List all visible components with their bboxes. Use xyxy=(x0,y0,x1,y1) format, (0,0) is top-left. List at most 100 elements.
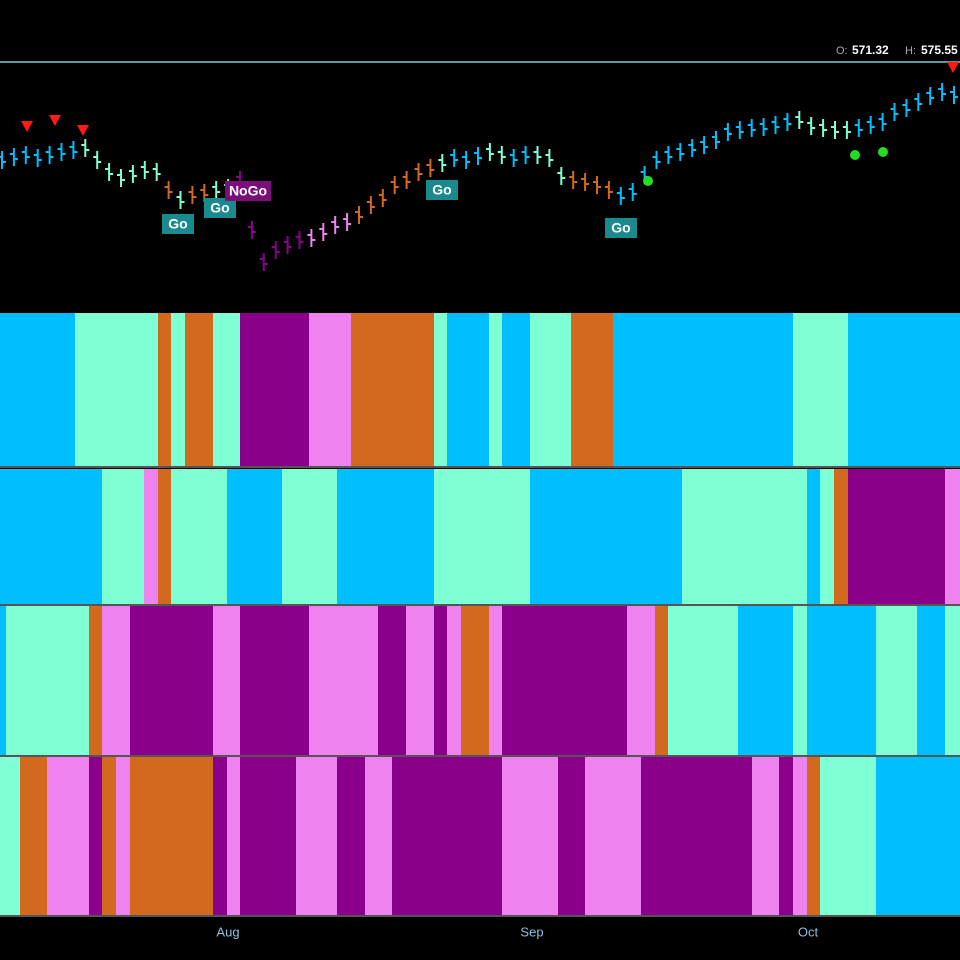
signal-box xyxy=(204,198,236,218)
x-label: Sep xyxy=(520,924,543,939)
band-segment xyxy=(447,313,489,466)
band-segment xyxy=(89,757,102,915)
high-value: 575.55 xyxy=(921,43,958,57)
band-segment xyxy=(337,757,365,915)
band-segment xyxy=(820,757,876,915)
band-segment xyxy=(351,313,434,466)
band-segment xyxy=(296,757,337,915)
band-segment xyxy=(158,313,171,466)
band-segment xyxy=(779,757,793,915)
band-segment xyxy=(502,606,627,755)
band-segment xyxy=(227,469,282,604)
band-segment xyxy=(116,757,130,915)
band-segment xyxy=(75,313,158,466)
band-segment xyxy=(309,606,378,755)
band-segment xyxy=(213,606,240,755)
band-segment xyxy=(213,757,227,915)
band-segment xyxy=(227,757,240,915)
band-segment xyxy=(213,313,240,466)
band-segment xyxy=(47,757,89,915)
band-segment xyxy=(585,757,641,915)
band-segment xyxy=(807,469,820,604)
band-segment xyxy=(502,313,530,466)
signal-box xyxy=(605,218,637,238)
band-segment xyxy=(337,469,434,604)
band-segment xyxy=(0,757,20,915)
band-segment xyxy=(309,313,351,466)
band-segment xyxy=(434,606,447,755)
band-segment xyxy=(682,469,807,604)
band-segment xyxy=(0,313,75,466)
band-segment xyxy=(89,606,102,755)
signal-label: Go xyxy=(432,182,451,198)
band-segment xyxy=(102,469,144,604)
band-segment xyxy=(171,469,227,604)
band-segment xyxy=(848,313,960,466)
bands xyxy=(0,313,960,917)
band-segment xyxy=(668,606,738,755)
nogo-triangle xyxy=(947,62,959,73)
band-segment xyxy=(240,313,309,466)
nogo-triangle xyxy=(77,125,89,136)
band-segment xyxy=(282,469,337,604)
band-segment xyxy=(102,606,130,755)
band-segment xyxy=(0,606,6,755)
x-label: Aug xyxy=(216,924,239,939)
band-segment xyxy=(613,313,793,466)
band-segment xyxy=(793,313,848,466)
band-segment xyxy=(530,313,571,466)
go-dot xyxy=(850,150,860,160)
band-segment xyxy=(738,606,793,755)
band-segment xyxy=(876,757,960,915)
band-segment xyxy=(876,606,917,755)
band-segment xyxy=(240,757,296,915)
band-segment xyxy=(240,606,309,755)
band-segment xyxy=(0,469,102,604)
band-segment xyxy=(365,757,392,915)
band-segment xyxy=(158,469,171,604)
band-segment xyxy=(406,606,434,755)
band-segment xyxy=(185,313,213,466)
band-segment xyxy=(171,313,185,466)
band-segment xyxy=(144,469,158,604)
band-segment xyxy=(6,606,89,755)
band-segment xyxy=(945,606,960,755)
band-segment xyxy=(530,469,682,604)
band-segment xyxy=(793,606,807,755)
open-label: O: xyxy=(836,45,848,57)
band-segment xyxy=(392,757,502,915)
band-segment xyxy=(807,606,876,755)
band-segment xyxy=(820,469,834,604)
band-segment xyxy=(502,757,558,915)
band-segment xyxy=(461,606,489,755)
band-segment xyxy=(378,606,406,755)
band-segment xyxy=(102,757,116,915)
band-segment xyxy=(848,469,945,604)
band-segment xyxy=(558,757,585,915)
band-segment xyxy=(752,757,779,915)
nogo-triangle xyxy=(49,115,61,126)
band-segment xyxy=(130,606,213,755)
band-segment xyxy=(945,469,960,604)
high-label: H: xyxy=(905,45,916,57)
price-bars xyxy=(0,83,958,271)
band-segment xyxy=(489,606,502,755)
signal-box xyxy=(225,181,271,201)
band-segment xyxy=(641,757,752,915)
band-segment xyxy=(917,606,945,755)
band-segment xyxy=(20,757,47,915)
band-segment xyxy=(655,606,668,755)
band-segment xyxy=(571,313,613,466)
signal-box xyxy=(162,214,194,234)
nogo-triangle xyxy=(21,121,33,132)
band-segment xyxy=(434,469,530,604)
band-segment xyxy=(434,313,447,466)
signal-label: Go xyxy=(611,220,630,236)
signal-label: NoGo xyxy=(229,183,267,199)
band-segment xyxy=(447,606,461,755)
band-segment xyxy=(489,313,502,466)
band-segment xyxy=(627,606,655,755)
band-segment xyxy=(130,757,213,915)
